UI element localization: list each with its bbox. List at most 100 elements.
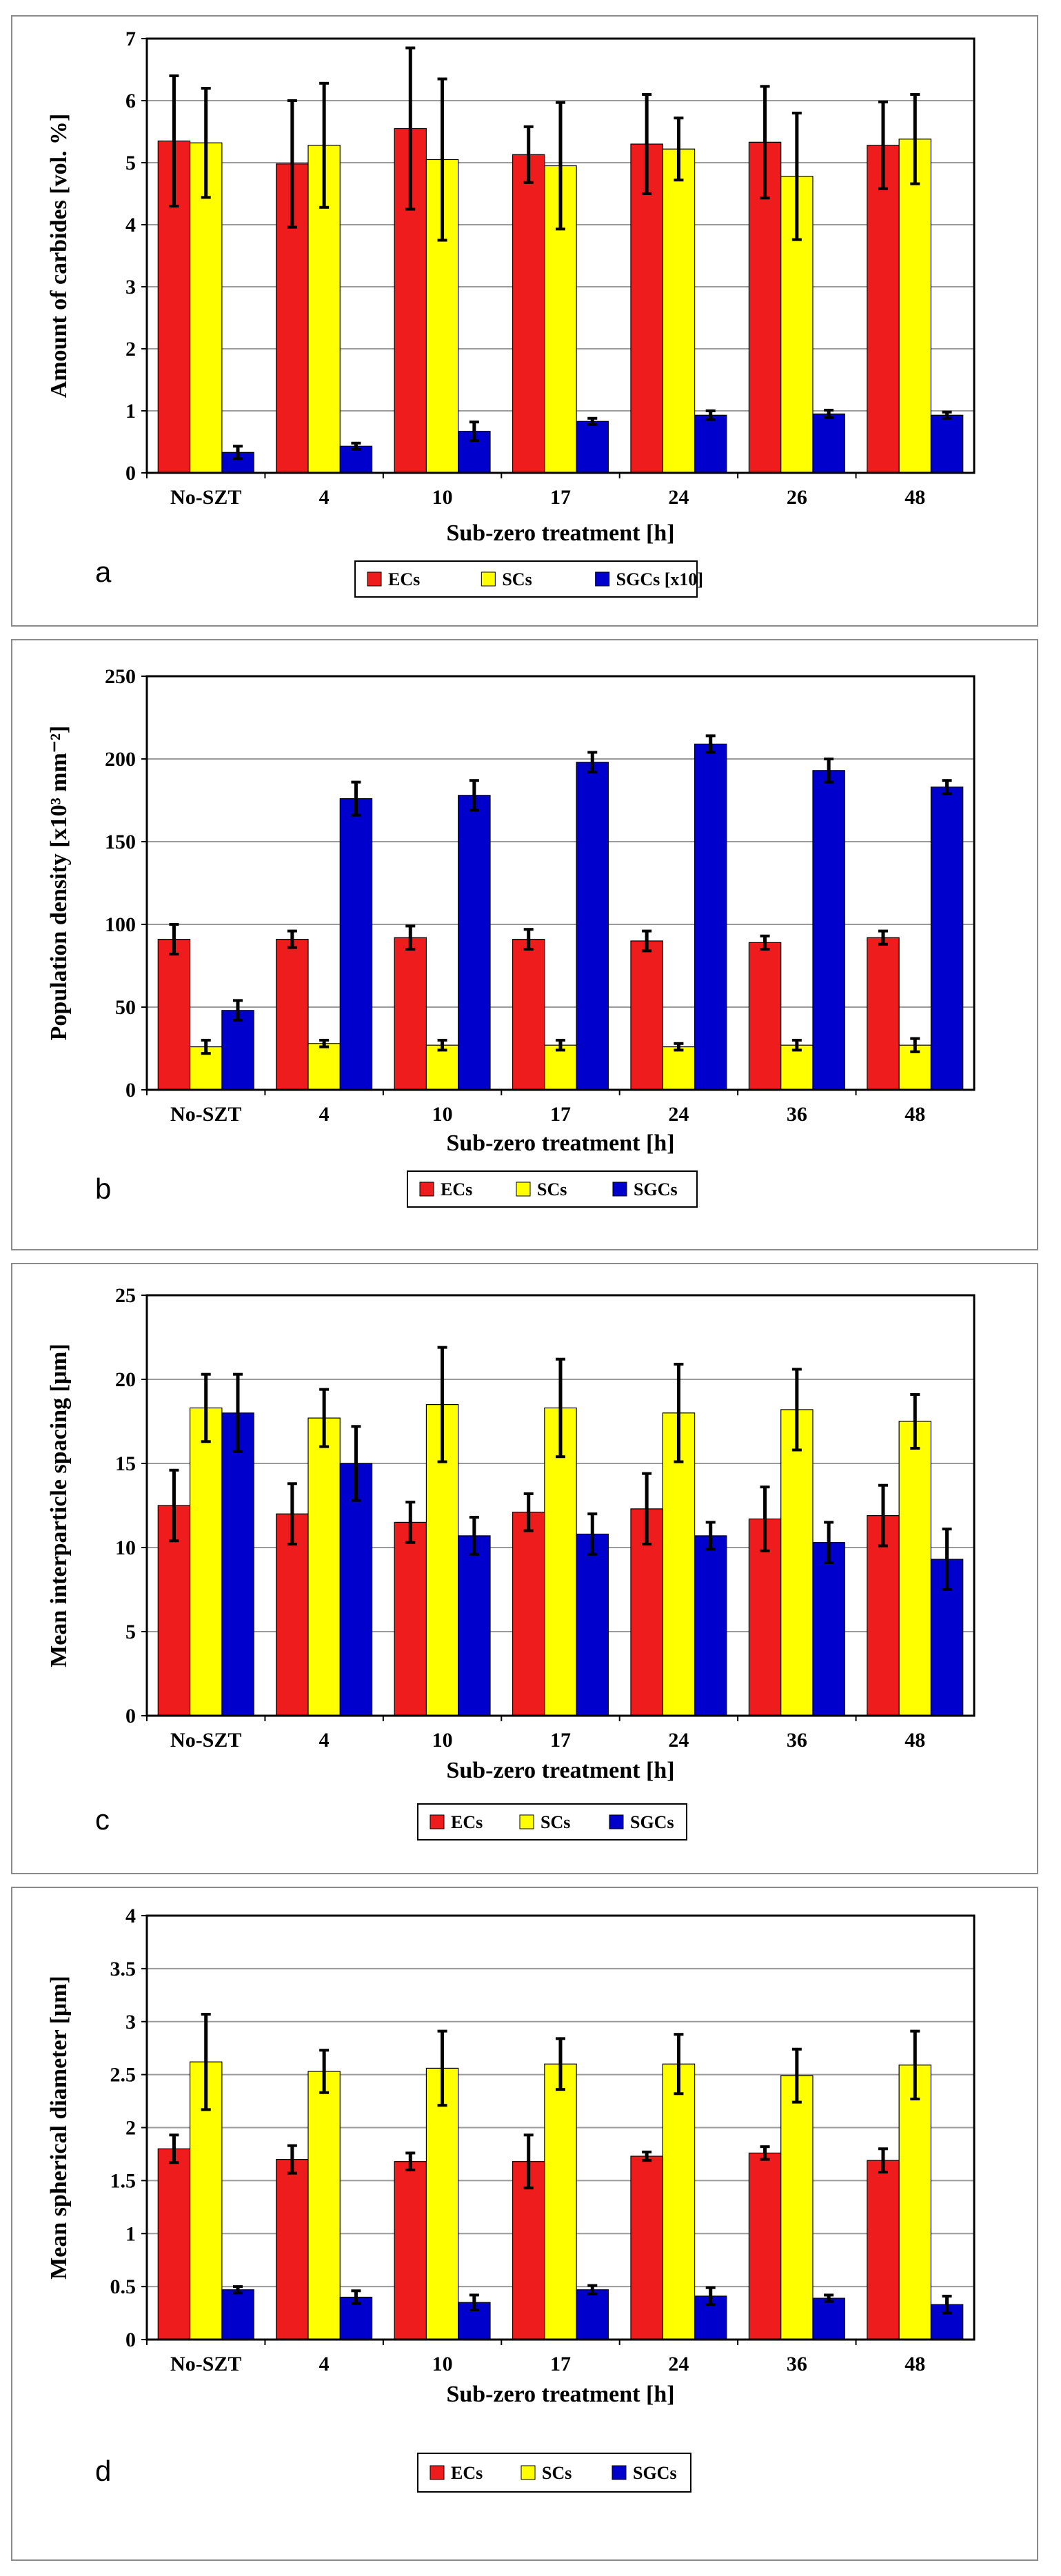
x-tick-label: No-SZT xyxy=(170,1729,241,1752)
legend-swatch-scs xyxy=(521,2465,536,2480)
bar-ecs xyxy=(867,2160,900,2340)
bar-ecs xyxy=(867,937,900,1091)
legend-swatch-ecs xyxy=(430,1814,445,1829)
legend-label: SCs xyxy=(542,2463,572,2483)
y-tick-label: 25 xyxy=(115,1284,136,1307)
y-tick-label: 100 xyxy=(105,913,136,936)
panel-label: a xyxy=(95,556,112,588)
chart-c-svg: 0 5 10 15 20 25 No-SZT 4 10 17 24 36 48 Sub-zero trea… xyxy=(46,1284,976,1840)
chart-a-svg: 0 1 2 3 4 5 6 7 No-SZT 4 10 17 24 26 48 Sub-zero treatm… xyxy=(46,28,976,598)
legend-swatch-scs xyxy=(519,1814,534,1829)
bar-ecs xyxy=(630,940,663,1091)
y-tick-label: 3 xyxy=(125,276,136,298)
x-tick-label: 4 xyxy=(319,1729,330,1752)
y-tick-label: 2.5 xyxy=(110,2064,137,2087)
plot-frame xyxy=(145,675,976,1091)
bar-sgcs xyxy=(221,1010,254,1091)
x-axis-title: Sub-zero treatment [h] xyxy=(446,2382,674,2407)
legend-label: SCs xyxy=(540,1812,570,1832)
bar-ecs xyxy=(157,2148,191,2340)
chart-panel-d: 0 0.5 1 1.5 2 2.5 3 3.5 4 No-SZT 4 10 17 24 36 48 Sub-ze… xyxy=(11,1887,1038,2561)
y-tick-label: 0 xyxy=(125,2329,136,2351)
legend-swatch-ecs xyxy=(419,1181,434,1197)
bar-ecs xyxy=(512,2161,545,2340)
legend-box xyxy=(417,1803,687,1840)
bar-scs xyxy=(662,2063,696,2340)
legend-swatch-sgcs xyxy=(612,1181,627,1197)
bar-sgcs xyxy=(694,414,727,474)
bar-ecs xyxy=(512,1512,545,1716)
y-tick-label: 4 xyxy=(125,214,136,236)
y-tick-label: 150 xyxy=(105,831,136,853)
bar-sgcs xyxy=(458,1535,491,1716)
legend-label: ECs xyxy=(388,569,420,589)
y-axis-title: Population density [x10³ mm⁻²] xyxy=(46,726,72,1041)
bar-scs xyxy=(425,2067,459,2340)
y-tick-label: 2 xyxy=(125,2117,136,2140)
bar-scs xyxy=(898,139,932,474)
chart-panel-a: 0 1 2 3 4 5 6 7 No-SZT 4 10 17 24 26 48 Sub-zero treatm… xyxy=(11,15,1038,627)
x-tick-label: No-SZT xyxy=(170,486,241,509)
bar-scs xyxy=(307,1417,341,1716)
x-tick-label: 24 xyxy=(668,1729,689,1752)
y-axis-title: Amount of carbides [vol. %] xyxy=(46,114,72,398)
legend-box xyxy=(417,2453,691,2493)
chart-d-svg: 0 0.5 1 1.5 2 2.5 3 3.5 4 No-SZT 4 10 17 24 36 48 Sub-ze… xyxy=(46,1905,976,2493)
x-tick-label: 36 xyxy=(787,1729,807,1752)
bar-sgcs xyxy=(694,1535,727,1716)
legend-label: SCs xyxy=(537,1179,567,1199)
bar-scs xyxy=(307,2071,341,2340)
x-tick-label: 36 xyxy=(787,1103,807,1126)
legend-label: SCs xyxy=(502,569,532,589)
legend: ECs SCs SGCs xyxy=(417,1803,687,1840)
bar-sgcs xyxy=(221,2289,254,2340)
plot-frame xyxy=(145,37,976,474)
legend: ECs SCs SGCs xyxy=(407,1170,698,1208)
legend-swatch-scs xyxy=(481,571,496,587)
bar-sgcs xyxy=(812,1542,845,1716)
bar-ecs xyxy=(630,2156,663,2340)
y-tick-label: 1 xyxy=(125,400,136,423)
bar-scs xyxy=(780,1409,814,1716)
x-tick-label: 17 xyxy=(550,1729,571,1752)
legend-label: SGCs xyxy=(633,2463,677,2483)
bar-scs xyxy=(662,1412,696,1716)
bar-sgcs xyxy=(930,414,964,474)
bar-ecs xyxy=(748,942,782,1091)
y-tick-label: 250 xyxy=(105,665,136,688)
legend-label: SGCs xyxy=(630,1812,674,1832)
legend-swatch-ecs xyxy=(430,2465,445,2480)
chart-b-svg: 0 50 100 150 200 250 No-SZT 4 10 17 24 36 48 Sub-zero… xyxy=(46,665,976,1208)
x-tick-label: No-SZT xyxy=(170,1103,241,1126)
y-tick-label: 5 xyxy=(125,1621,136,1643)
bar-sgcs xyxy=(458,795,491,1091)
bar-ecs xyxy=(512,939,545,1091)
plot-frame xyxy=(145,1294,976,1717)
bar-sgcs xyxy=(576,1533,609,1716)
bar-ecs xyxy=(394,1521,427,1716)
x-axis-title: Sub-zero treatment [h] xyxy=(446,520,674,546)
y-tick-label: 5 xyxy=(125,152,136,174)
x-tick-label: 24 xyxy=(668,1103,689,1126)
chart-panel-c: 0 5 10 15 20 25 No-SZT 4 10 17 24 36 48 Sub-zero trea… xyxy=(11,1263,1038,1874)
y-tick-label: 0.5 xyxy=(110,2275,137,2298)
y-tick-label: 7 xyxy=(125,28,136,50)
y-tick-label: 0 xyxy=(125,462,136,485)
panel-label: d xyxy=(95,2455,111,2487)
bar-scs xyxy=(189,1407,223,1716)
y-tick-label: 4 xyxy=(125,1905,136,1927)
bar-sgcs xyxy=(339,798,373,1091)
legend-label: ECs xyxy=(451,2463,483,2483)
x-tick-label: 10 xyxy=(432,486,453,509)
bar-ecs xyxy=(394,2161,427,2340)
bar-sgcs xyxy=(812,413,845,474)
bar-sgcs xyxy=(812,770,845,1091)
bar-scs xyxy=(898,2065,932,2340)
panel-label: c xyxy=(95,1803,110,1836)
y-tick-label: 50 xyxy=(115,996,136,1019)
plot-area xyxy=(147,676,974,1090)
x-tick-label: 36 xyxy=(787,2353,807,2375)
x-tick-label: 17 xyxy=(550,1103,571,1126)
legend-swatch-sgcs xyxy=(595,571,610,587)
legend-label: ECs xyxy=(451,1812,483,1832)
